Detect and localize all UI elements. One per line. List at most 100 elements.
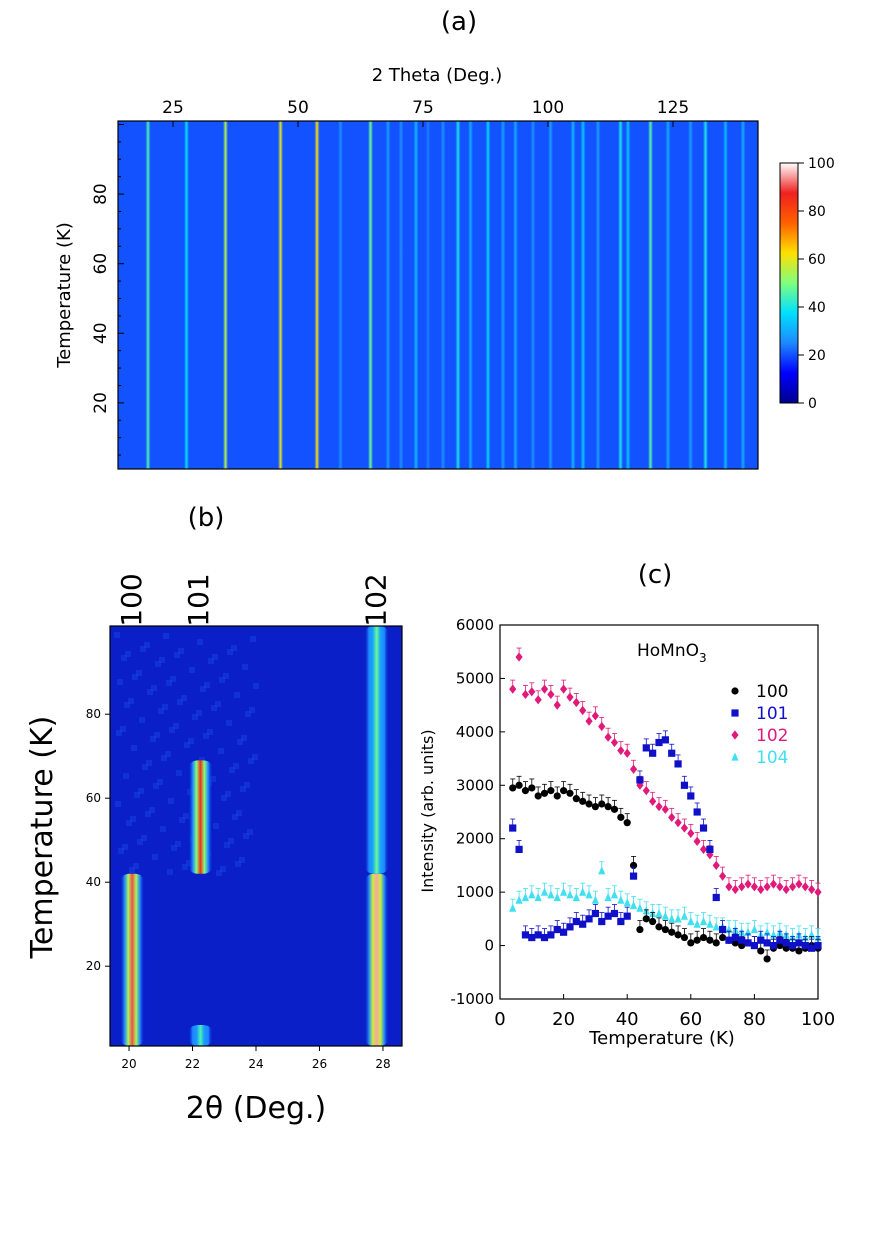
c-point-104 xyxy=(693,919,701,928)
b-noise-pixel xyxy=(241,735,247,741)
c-legend-marker xyxy=(731,752,739,761)
c-point-100 xyxy=(693,936,701,944)
c-point-100 xyxy=(579,797,587,805)
a-y-tick-label: 80 xyxy=(91,183,111,205)
b-noise-pixel xyxy=(145,811,151,817)
a-x-tick-label: 75 xyxy=(412,98,434,118)
c-point-101 xyxy=(579,920,587,928)
b-noise-pixel xyxy=(248,758,254,764)
c-point-104 xyxy=(528,890,536,899)
c-point-101 xyxy=(719,925,727,934)
a-peak-stripe xyxy=(440,121,446,469)
c-y-tick-label: 3000 xyxy=(456,776,494,794)
b-noise-pixel xyxy=(120,726,126,732)
b-noise-pixel xyxy=(211,705,217,711)
c-point-102 xyxy=(623,748,631,758)
c-point-104 xyxy=(540,887,549,896)
c-point-102 xyxy=(763,882,771,892)
b-noise-pixel xyxy=(242,664,248,670)
c-point-100 xyxy=(515,781,523,789)
c-point-100 xyxy=(795,947,803,955)
b-noise-pixel xyxy=(196,710,202,716)
a-peak-stripe xyxy=(530,121,536,469)
b-noise-pixel xyxy=(123,773,129,779)
c-y-tick-label: 6000 xyxy=(456,616,494,634)
b-noise-pixel xyxy=(134,792,140,798)
c-point-101 xyxy=(636,776,644,784)
c-point-101 xyxy=(534,931,542,939)
a-x-axis-title: 2 Theta (Deg.) xyxy=(372,65,503,86)
b-noise-pixel xyxy=(158,708,164,714)
b-noise-pixel xyxy=(122,844,128,850)
b-noise-pixel xyxy=(227,649,233,655)
b-noise-pixel xyxy=(212,654,218,660)
c-point-102 xyxy=(680,823,689,833)
c-point-100 xyxy=(572,795,580,803)
c-point-100 xyxy=(706,936,714,944)
c-point-102 xyxy=(591,711,599,721)
c-point-102 xyxy=(712,860,720,871)
b-y-tick-label: 60 xyxy=(86,791,101,805)
a-colorbar xyxy=(779,162,799,404)
b-noise-pixel xyxy=(181,695,187,701)
a-peak-stripe xyxy=(618,121,623,469)
c-point-102 xyxy=(776,882,784,892)
b-y-tick-label: 80 xyxy=(86,707,101,721)
b-noise-pixel xyxy=(146,760,152,766)
b-noise-pixel xyxy=(228,838,234,844)
c-point-101 xyxy=(769,941,778,950)
panel-b-label: (b) xyxy=(188,503,225,533)
b-noise-pixel xyxy=(171,845,177,851)
c-series-points xyxy=(509,647,822,963)
c-point-101 xyxy=(712,893,720,902)
c-point-101 xyxy=(680,781,689,789)
a-peak-stripe xyxy=(338,121,343,469)
c-point-102 xyxy=(769,879,778,889)
c-point-101 xyxy=(693,808,701,816)
c-point-101 xyxy=(547,931,555,939)
b-noise-pixel xyxy=(136,670,142,676)
c-point-101 xyxy=(591,909,599,918)
c-point-104 xyxy=(668,914,676,923)
c-point-102 xyxy=(661,804,669,814)
a-plot-frame xyxy=(117,120,759,470)
c-point-101 xyxy=(623,912,631,920)
c-point-100 xyxy=(687,939,695,947)
b-noise-pixel xyxy=(151,685,157,691)
b-y-tick-label: 20 xyxy=(86,959,101,973)
a-peak-stripe xyxy=(314,121,320,469)
c-point-101 xyxy=(763,939,771,947)
c-point-104 xyxy=(553,892,561,902)
b-noise-pixel xyxy=(153,783,159,789)
c-plot-frame xyxy=(499,624,819,1000)
c-point-104 xyxy=(591,895,599,904)
a-y-tick-label: 20 xyxy=(91,392,111,414)
c-point-101 xyxy=(699,824,708,832)
b-noise-pixel xyxy=(144,642,150,648)
c-point-102 xyxy=(629,764,638,774)
b-noise-pixel xyxy=(229,767,235,773)
b-noise-pixel xyxy=(128,698,134,704)
c-y-tick-label: 5000 xyxy=(456,669,494,687)
b-noise-pixel xyxy=(182,864,188,870)
c-point-101 xyxy=(814,941,822,950)
b-noise-pixel xyxy=(177,699,183,705)
b-peak-region xyxy=(119,873,146,1046)
b-peak-label: 101 xyxy=(182,573,215,626)
c-point-100 xyxy=(757,947,765,955)
c-point-102 xyxy=(572,697,580,708)
a-y-ticks: 20 40 60 80 xyxy=(91,123,124,456)
c-point-101 xyxy=(687,792,695,800)
b-y-ticks: 20 40 60 80 xyxy=(86,707,110,973)
c-point-102 xyxy=(744,879,752,889)
panel-c-label: (c) xyxy=(638,560,673,590)
c-point-101 xyxy=(617,917,625,926)
c-ticks: 0 20 40 60 80 100-100001000200030004000500060… xyxy=(450,616,835,1030)
c-point-100 xyxy=(623,819,631,827)
b-noise-pixel xyxy=(162,704,168,710)
a-cbar-tick-label: 0 xyxy=(808,396,817,412)
b-noise-pixel xyxy=(140,646,146,652)
c-point-101 xyxy=(776,936,784,944)
a-peak-stripe xyxy=(278,121,283,469)
b-noise-pixel xyxy=(137,839,143,845)
